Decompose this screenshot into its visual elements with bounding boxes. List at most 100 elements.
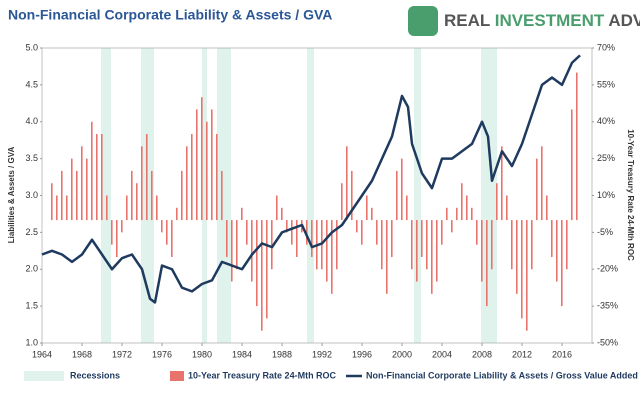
bar bbox=[531, 220, 533, 270]
bar bbox=[496, 183, 498, 221]
bar bbox=[251, 220, 253, 282]
legend-swatch bbox=[170, 371, 184, 381]
bar bbox=[96, 134, 98, 221]
bar bbox=[486, 220, 488, 307]
bar bbox=[551, 220, 553, 257]
line bbox=[41, 54, 581, 304]
logo-icon bbox=[408, 6, 438, 36]
y2-tick-label: 40% bbox=[597, 116, 615, 126]
bar bbox=[406, 195, 408, 221]
bar bbox=[506, 195, 508, 221]
bar bbox=[386, 220, 388, 294]
bar bbox=[261, 220, 263, 331]
bar bbox=[276, 195, 278, 221]
bar bbox=[166, 220, 168, 245]
bar bbox=[556, 220, 558, 282]
bar bbox=[121, 220, 123, 233]
y-tick-label: 2.5 bbox=[25, 227, 38, 237]
y2-tick-label: -35% bbox=[597, 301, 618, 311]
y-tick-label: 2.0 bbox=[25, 264, 38, 274]
y-axis-label: Liabilities & Assets / GVA bbox=[7, 147, 16, 244]
bar bbox=[456, 207, 458, 221]
bar bbox=[191, 134, 193, 221]
bar bbox=[526, 220, 528, 331]
bar bbox=[411, 220, 413, 270]
y2-tick-label: 70% bbox=[597, 42, 615, 52]
bar bbox=[51, 183, 53, 221]
bar bbox=[401, 158, 403, 221]
recession-band bbox=[217, 48, 231, 343]
logo-part: ADVICE bbox=[608, 11, 640, 30]
bar bbox=[291, 220, 293, 245]
bar bbox=[146, 134, 148, 221]
bar bbox=[481, 220, 483, 282]
recession-band bbox=[202, 48, 207, 343]
y2-axis-label: 10-Year Treasury Rate 24-Mth ROC bbox=[626, 129, 635, 261]
x-tick-label: 1972 bbox=[112, 349, 132, 359]
logo: REAL INVESTMENT ADVICE bbox=[444, 11, 640, 30]
bar bbox=[421, 220, 423, 257]
bar bbox=[181, 170, 183, 221]
x-tick-label: 1980 bbox=[192, 349, 212, 359]
bar bbox=[396, 170, 398, 221]
bar bbox=[416, 220, 418, 282]
bar bbox=[136, 183, 138, 221]
bar bbox=[231, 220, 233, 282]
bar bbox=[426, 220, 428, 270]
bar bbox=[271, 220, 273, 270]
bar bbox=[81, 146, 83, 221]
y-tick-label: 5.0 bbox=[25, 42, 38, 52]
bar bbox=[536, 158, 538, 221]
chart-title: Non-Financial Corporate Liability & Asse… bbox=[8, 7, 332, 23]
x-tick-label: 1976 bbox=[152, 349, 172, 359]
y-tick-label: 3.5 bbox=[25, 153, 38, 163]
bar bbox=[516, 220, 518, 294]
bar bbox=[266, 220, 268, 319]
y-tick-label: 3.0 bbox=[25, 190, 38, 200]
bar bbox=[361, 220, 363, 245]
bar bbox=[246, 220, 248, 245]
y-tick-label: 4.0 bbox=[25, 116, 38, 126]
legend-label: Recessions bbox=[70, 370, 120, 380]
x-tick-label: 1964 bbox=[32, 349, 52, 359]
bar bbox=[216, 134, 218, 221]
bar bbox=[391, 220, 393, 257]
recession-band bbox=[481, 48, 497, 343]
bar bbox=[476, 220, 478, 245]
bar bbox=[356, 220, 358, 233]
x-tick-label: 1996 bbox=[352, 349, 372, 359]
x-tick-label: 2012 bbox=[512, 349, 532, 359]
bar bbox=[341, 183, 343, 221]
bar bbox=[76, 170, 78, 221]
bar bbox=[446, 207, 448, 221]
bar bbox=[186, 146, 188, 221]
bar bbox=[221, 170, 223, 221]
bar bbox=[161, 220, 163, 233]
bar bbox=[331, 220, 333, 294]
bar bbox=[286, 220, 288, 233]
bar bbox=[176, 207, 178, 221]
bar bbox=[126, 195, 128, 221]
bar bbox=[466, 195, 468, 221]
y2-tick-label: -20% bbox=[597, 264, 618, 274]
bar bbox=[431, 220, 433, 294]
y2-tick-label: -5% bbox=[597, 227, 613, 237]
bar bbox=[366, 195, 368, 221]
bar bbox=[206, 121, 208, 221]
bar bbox=[226, 220, 228, 257]
bar bbox=[451, 220, 453, 233]
bar bbox=[91, 121, 93, 221]
bar bbox=[86, 158, 88, 221]
recession-band bbox=[414, 48, 421, 343]
bar bbox=[326, 220, 328, 282]
bar bbox=[501, 146, 503, 221]
legend-swatch bbox=[24, 371, 64, 381]
bar bbox=[196, 109, 198, 221]
bar bbox=[156, 195, 158, 221]
bar bbox=[471, 207, 473, 221]
bar bbox=[461, 183, 463, 221]
y-tick-label: 4.5 bbox=[25, 79, 38, 89]
bar bbox=[296, 220, 298, 257]
bar bbox=[491, 220, 493, 270]
